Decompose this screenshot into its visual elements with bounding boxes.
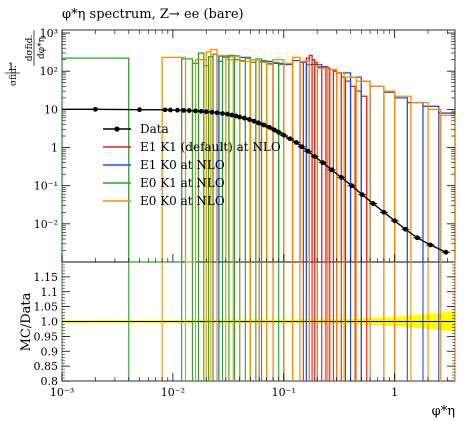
legend-label: E0 K0 at NLO [140, 194, 225, 208]
x-tick-label: 1 [391, 386, 398, 399]
axes-group: 10⁻³ 10⁻² 10⁻¹ 1 10⁻² 10⁻¹ 1 10 10² 10³ 0.8 0.85 0.9… [34, 27, 455, 399]
x-tick-label: 10⁻² [161, 386, 185, 399]
ratio-lines-group [61, 262, 456, 381]
ratio-y-tick-label: 1.15 [34, 271, 59, 284]
legend-marker-data [114, 126, 120, 132]
ratio-ylabel: MC/Data [19, 292, 34, 351]
legend-label: E0 K1 at NLO [140, 176, 225, 190]
legend-label: E1 K1 (default) at NLO [140, 140, 281, 154]
ratio-y-tick-label: 0.85 [34, 360, 59, 373]
main-ylabel-sigma: σfid. [9, 65, 19, 86]
x-tick-label: 10⁻¹ [272, 386, 296, 399]
ratio-y-tick-label: 1.1 [41, 286, 59, 299]
legend-label: E1 K0 at NLO [140, 158, 225, 172]
y-tick-label: 10³ [40, 27, 58, 40]
main-ylabel: 1 σfid. dσfid. dφ*η [5, 30, 47, 86]
main-series-group [61, 48, 456, 263]
ratio-y-tick-label: 1.05 [34, 301, 59, 314]
series-0-histogram [302, 54, 368, 262]
data-points-group [62, 106, 450, 255]
ratio-y-tick-label: 0.95 [34, 330, 59, 343]
y-tick-label: 1 [51, 142, 58, 155]
x-tick-label: 10⁻³ [50, 386, 74, 399]
legend-label: Data [140, 122, 169, 136]
y-tick-label: 10² [40, 65, 58, 78]
y-tick-label: 10⁻¹ [34, 180, 58, 193]
y-tick-label: 10⁻² [34, 218, 58, 231]
legend: Data E1 K1 (default) at NLO E1 K0 at NLO E0… [103, 122, 281, 208]
series-3-histogram [161, 48, 456, 263]
y-tick-label: 10 [44, 103, 58, 116]
main-ylabel-frac-den: dφ*η [37, 37, 47, 59]
main-ylabel-frac-num: dσfid. [25, 35, 35, 62]
series-3-ratio [161, 262, 456, 381]
ratio-y-tick-label: 0.8 [41, 375, 59, 388]
data-line [62, 108, 447, 253]
x-axis-label: φ*η [432, 404, 455, 419]
chart-title: φ*η spectrum, Z→ ee (bare) [62, 7, 244, 22]
main-ylabel-one: 1 [8, 62, 14, 73]
ratio-uncertainty-band [62, 311, 455, 332]
ratio-y-tick-label: 1.0 [41, 316, 59, 329]
ratio-y-tick-label: 0.9 [41, 345, 59, 358]
